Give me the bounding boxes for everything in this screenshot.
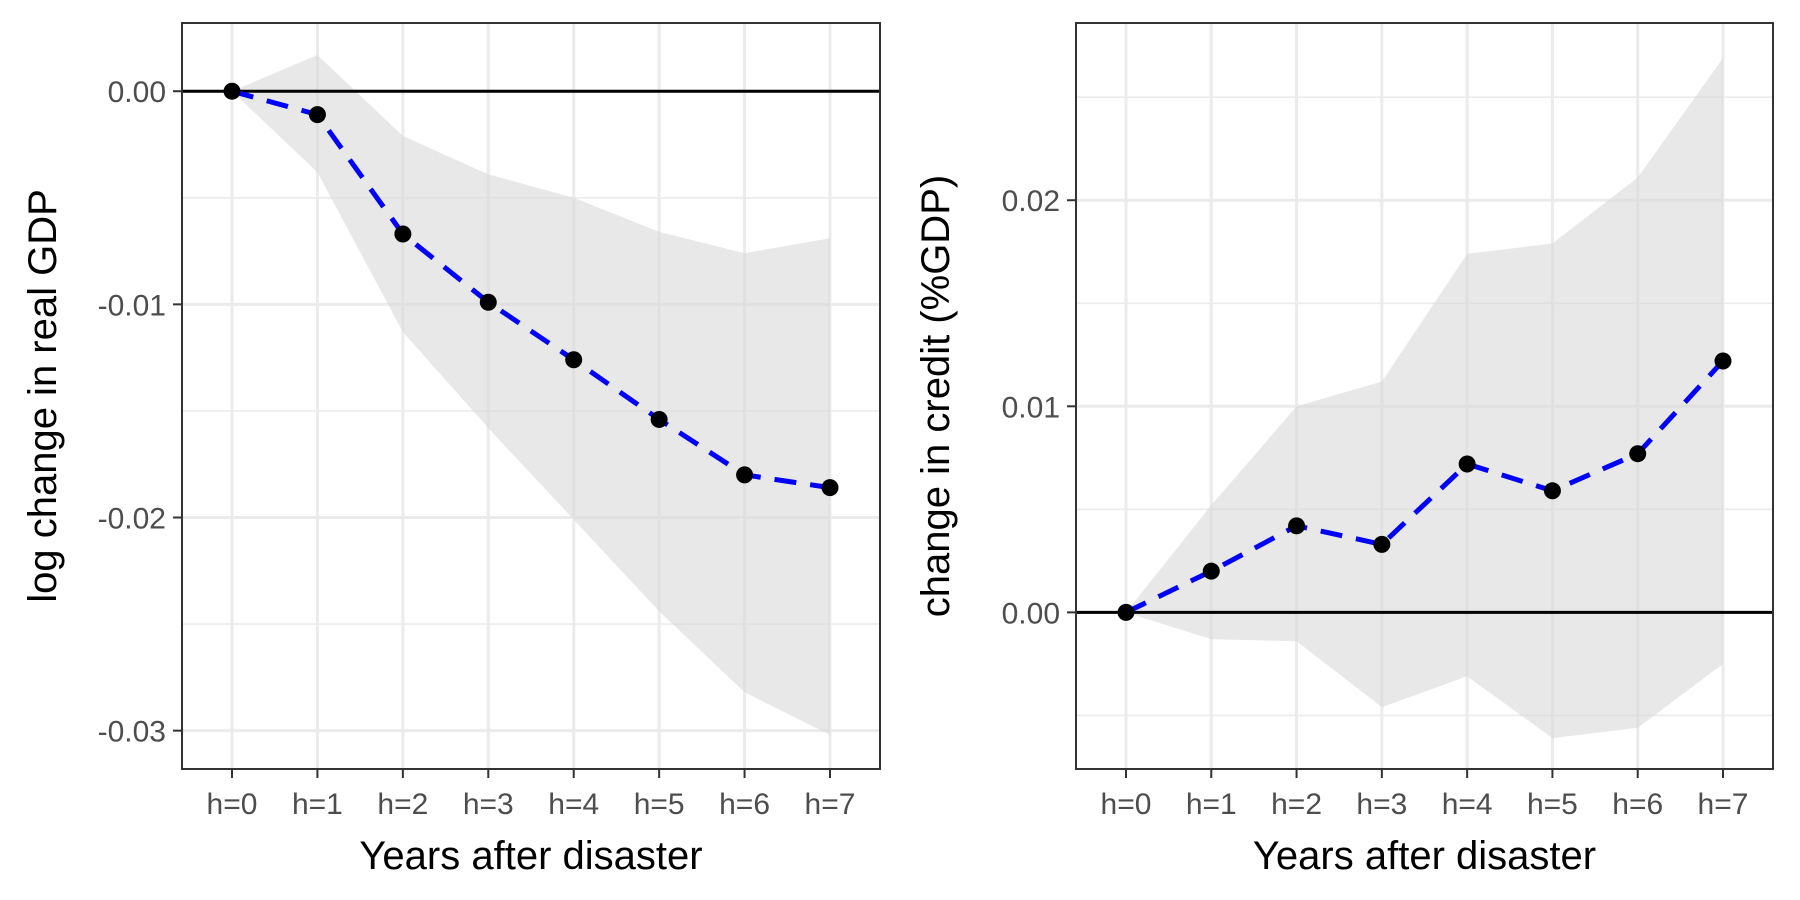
credit-y-tick-label: 0.00 (1002, 597, 1060, 630)
gdp-x-tick-label: h=0 (207, 788, 258, 821)
credit-x-tick-label: h=5 (1527, 788, 1578, 821)
gdp-x-tick-label: h=1 (292, 788, 343, 821)
gdp-plot-border (181, 22, 881, 770)
credit-x-axis-title: Years after disaster (1253, 834, 1596, 878)
credit-data-point (1288, 517, 1306, 535)
credit-y-tick-label: 0.01 (1002, 391, 1060, 424)
gdp-x-tick-label: h=4 (548, 788, 599, 821)
credit-y-axis-title: change in credit (%GDP) (914, 175, 958, 617)
gdp-y-axis-title: log change in real GDP (21, 189, 65, 603)
gdp-y-tick-labels: 0.00 -0.01 -0.02 -0.03 (98, 76, 166, 748)
credit-y-tick-labels: 0.00 0.01 0.02 (1002, 185, 1060, 630)
credit-x-tick-label: h=7 (1698, 788, 1749, 821)
gdp-x-axis-title: Years after disaster (359, 834, 702, 878)
gdp-data-point (479, 293, 497, 311)
credit-data-point (1543, 482, 1561, 500)
gdp-confidence-band (232, 54, 830, 735)
gdp-x-tick-label: h=6 (719, 788, 770, 821)
credit-data-point (1117, 603, 1135, 621)
gdp-series-line (231, 88, 831, 491)
credit-plot-border (1075, 22, 1774, 770)
gdp-panel: 0.00-0.01-0.02-0.03 h=0 h=1 h=2 h=3 h=4 h=5 h=… (21, 22, 881, 878)
credit-y-tick-label: 0.02 (1002, 185, 1060, 218)
gdp-x-tick-label: h=2 (377, 788, 428, 821)
gdp-data-point (821, 479, 839, 497)
credit-x-tick-label: h=0 (1101, 788, 1152, 821)
gdp-y-tick-label: -0.03 (98, 716, 166, 749)
credit-points (1117, 352, 1732, 621)
gdp-data-point (736, 466, 754, 484)
gdp-data-point (308, 106, 326, 124)
credit-x-tick-label: h=1 (1186, 788, 1237, 821)
gdp-y-tick-label: -0.02 (98, 502, 166, 535)
credit-data-point (1202, 562, 1220, 580)
gdp-data-point (565, 351, 583, 369)
gdp-x-tick-label: h=5 (634, 788, 685, 821)
gdp-x-tick-label: h=3 (463, 788, 514, 821)
gdp-x-tick-labels: h=0 h=1 h=2 h=3 h=4 h=5 h=6 h=7 (207, 788, 856, 821)
credit-data-point (1458, 455, 1476, 473)
credit-x-tick-label: h=3 (1356, 788, 1407, 821)
gdp-x-tick-label: h=7 (805, 788, 856, 821)
gdp-axis-ticks (173, 90, 831, 778)
credit-axis-ticks (1067, 199, 1724, 778)
gdp-data-point (394, 225, 412, 243)
gdp-points (223, 82, 839, 497)
credit-data-point (1714, 352, 1732, 370)
credit-data-point (1373, 535, 1391, 553)
credit-x-tick-labels: h=0 h=1 h=2 h=3 h=4 h=5 h=6 h=7 (1101, 788, 1749, 821)
gdp-data-point (223, 82, 241, 100)
gdp-data-point (650, 410, 668, 428)
credit-x-tick-label: h=2 (1271, 788, 1322, 821)
credit-data-point (1629, 445, 1647, 463)
credit-series-line (1124, 359, 1725, 615)
gdp-y-tick-label: -0.01 (98, 289, 166, 322)
credit-panel: 0.00 0.01 0.02 h=0 h=1 h=2 h=3 h=4 h=5 h=6 h=7 Ye… (914, 22, 1774, 878)
credit-x-tick-label: h=4 (1442, 788, 1493, 821)
credit-confidence-band (1126, 58, 1723, 739)
credit-x-tick-label: h=6 (1612, 788, 1663, 821)
gdp-y-tick-label: 0.00 (108, 76, 166, 109)
